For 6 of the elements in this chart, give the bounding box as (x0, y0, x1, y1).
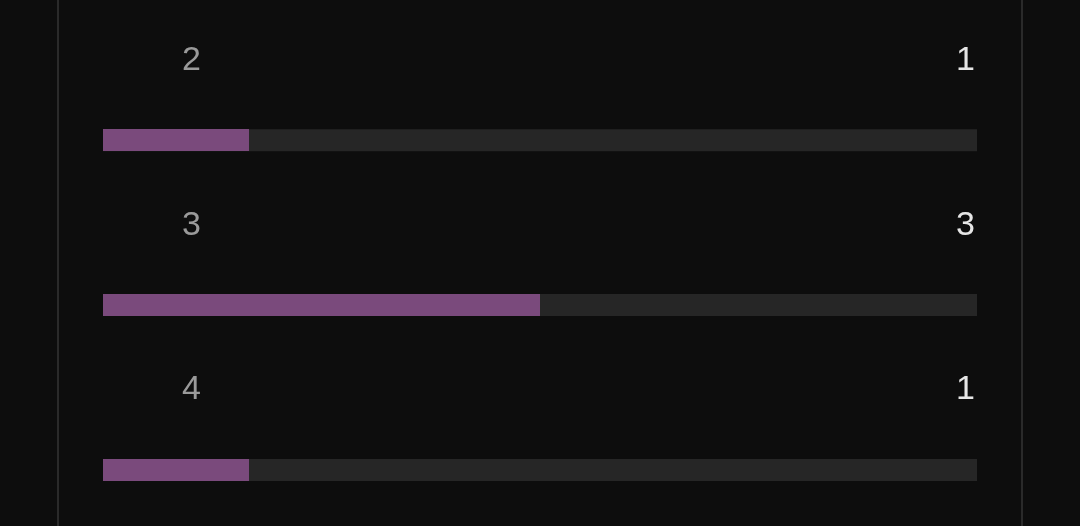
data-label: 1 (956, 368, 975, 406)
y-tick-label: 3 (182, 204, 201, 242)
data-label: 1 (956, 39, 975, 77)
y-tick-label: 4 (182, 368, 201, 406)
y-tick-label: 2 (182, 39, 201, 77)
data-label: 3 (956, 204, 975, 242)
